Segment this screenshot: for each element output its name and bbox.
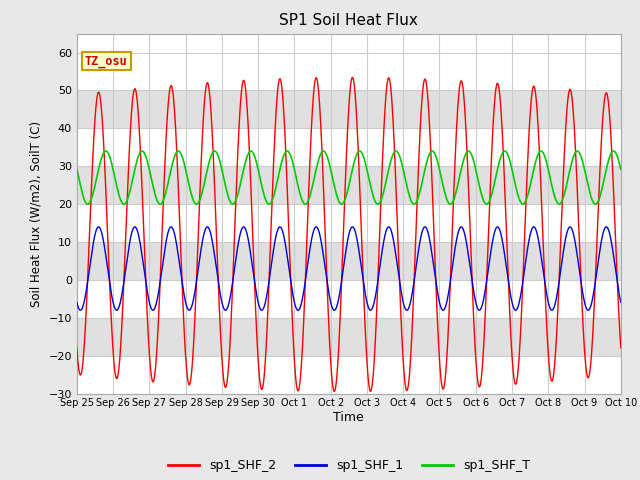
Title: SP1 Soil Heat Flux: SP1 Soil Heat Flux xyxy=(280,13,418,28)
X-axis label: Time: Time xyxy=(333,411,364,424)
Y-axis label: Soil Heat Flux (W/m2), SoilT (C): Soil Heat Flux (W/m2), SoilT (C) xyxy=(30,120,43,307)
Text: TZ_osu: TZ_osu xyxy=(85,55,128,68)
Legend: sp1_SHF_2, sp1_SHF_1, sp1_SHF_T: sp1_SHF_2, sp1_SHF_1, sp1_SHF_T xyxy=(163,455,535,477)
Bar xyxy=(77,90,621,128)
Bar xyxy=(77,318,621,356)
Bar xyxy=(77,242,621,280)
Bar xyxy=(77,166,621,204)
